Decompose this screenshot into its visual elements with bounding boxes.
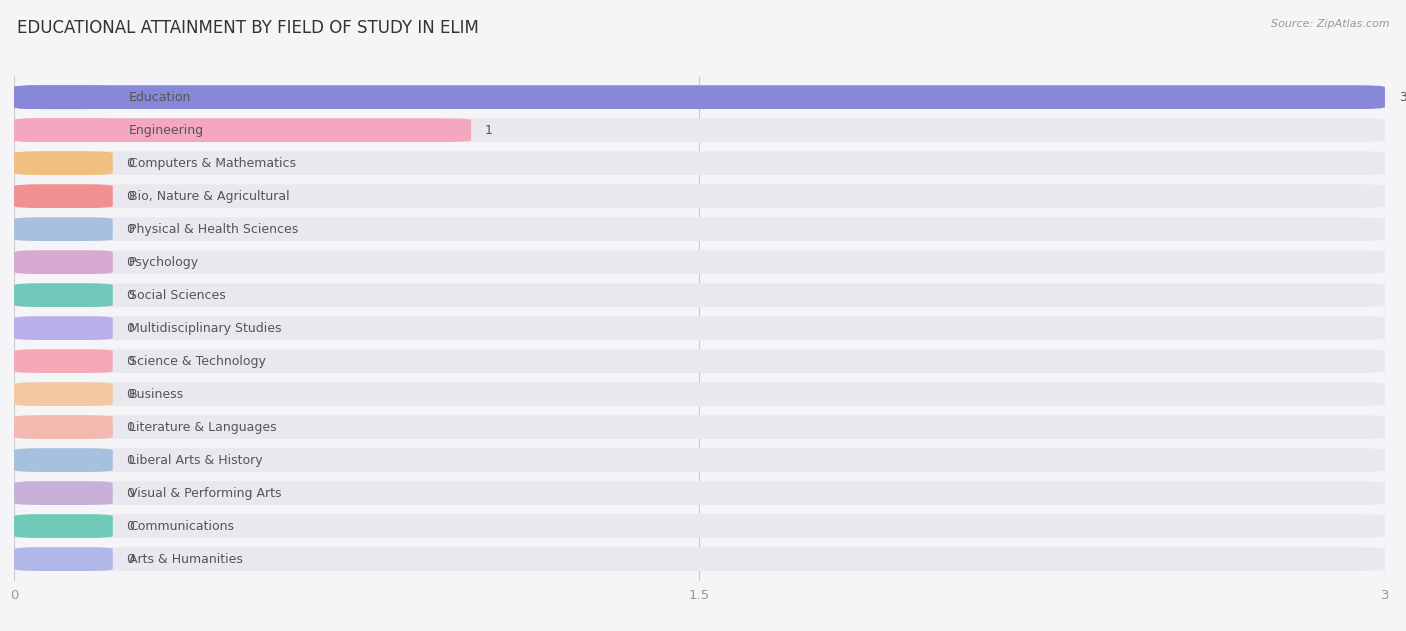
- Text: Education: Education: [129, 91, 191, 103]
- FancyBboxPatch shape: [14, 217, 112, 241]
- Text: Arts & Humanities: Arts & Humanities: [129, 553, 243, 565]
- Text: 0: 0: [127, 387, 135, 401]
- FancyBboxPatch shape: [14, 251, 1385, 274]
- FancyBboxPatch shape: [14, 415, 112, 439]
- FancyBboxPatch shape: [14, 251, 112, 274]
- Text: 0: 0: [127, 156, 135, 170]
- FancyBboxPatch shape: [14, 514, 112, 538]
- Text: 0: 0: [127, 553, 135, 565]
- Text: Source: ZipAtlas.com: Source: ZipAtlas.com: [1271, 19, 1389, 29]
- FancyBboxPatch shape: [14, 382, 1385, 406]
- FancyBboxPatch shape: [14, 481, 1385, 505]
- Text: 0: 0: [127, 190, 135, 203]
- Text: 0: 0: [127, 355, 135, 368]
- FancyBboxPatch shape: [14, 382, 112, 406]
- Text: 0: 0: [127, 421, 135, 433]
- FancyBboxPatch shape: [14, 316, 1385, 340]
- FancyBboxPatch shape: [14, 316, 112, 340]
- FancyBboxPatch shape: [14, 118, 471, 142]
- FancyBboxPatch shape: [14, 85, 1385, 109]
- Text: Literature & Languages: Literature & Languages: [129, 421, 277, 433]
- FancyBboxPatch shape: [14, 118, 112, 142]
- Text: Communications: Communications: [129, 519, 235, 533]
- Text: 0: 0: [127, 454, 135, 466]
- Text: Engineering: Engineering: [129, 124, 204, 137]
- FancyBboxPatch shape: [14, 547, 1385, 571]
- Text: Business: Business: [129, 387, 184, 401]
- FancyBboxPatch shape: [14, 283, 1385, 307]
- Text: Liberal Arts & History: Liberal Arts & History: [129, 454, 263, 466]
- Text: Science & Technology: Science & Technology: [129, 355, 266, 368]
- FancyBboxPatch shape: [14, 85, 112, 109]
- Text: Social Sciences: Social Sciences: [129, 288, 226, 302]
- FancyBboxPatch shape: [14, 448, 112, 472]
- FancyBboxPatch shape: [14, 217, 1385, 241]
- FancyBboxPatch shape: [14, 118, 1385, 142]
- Text: 0: 0: [127, 288, 135, 302]
- FancyBboxPatch shape: [14, 283, 112, 307]
- FancyBboxPatch shape: [14, 481, 112, 505]
- Text: 0: 0: [127, 519, 135, 533]
- FancyBboxPatch shape: [14, 547, 112, 571]
- Text: Visual & Performing Arts: Visual & Performing Arts: [129, 487, 281, 500]
- Text: 0: 0: [127, 322, 135, 334]
- FancyBboxPatch shape: [14, 184, 1385, 208]
- FancyBboxPatch shape: [14, 514, 1385, 538]
- Text: EDUCATIONAL ATTAINMENT BY FIELD OF STUDY IN ELIM: EDUCATIONAL ATTAINMENT BY FIELD OF STUDY…: [17, 19, 479, 37]
- FancyBboxPatch shape: [14, 184, 112, 208]
- Text: Computers & Mathematics: Computers & Mathematics: [129, 156, 297, 170]
- FancyBboxPatch shape: [14, 151, 112, 175]
- Text: 3: 3: [1399, 91, 1406, 103]
- FancyBboxPatch shape: [14, 85, 1385, 109]
- Text: 0: 0: [127, 487, 135, 500]
- Text: Multidisciplinary Studies: Multidisciplinary Studies: [129, 322, 281, 334]
- Text: Psychology: Psychology: [129, 256, 200, 269]
- Text: Bio, Nature & Agricultural: Bio, Nature & Agricultural: [129, 190, 290, 203]
- FancyBboxPatch shape: [14, 349, 1385, 373]
- Text: 0: 0: [127, 256, 135, 269]
- FancyBboxPatch shape: [14, 448, 1385, 472]
- FancyBboxPatch shape: [14, 151, 1385, 175]
- Text: Physical & Health Sciences: Physical & Health Sciences: [129, 223, 298, 235]
- Text: 1: 1: [485, 124, 492, 137]
- Text: 0: 0: [127, 223, 135, 235]
- FancyBboxPatch shape: [14, 349, 112, 373]
- FancyBboxPatch shape: [14, 415, 1385, 439]
